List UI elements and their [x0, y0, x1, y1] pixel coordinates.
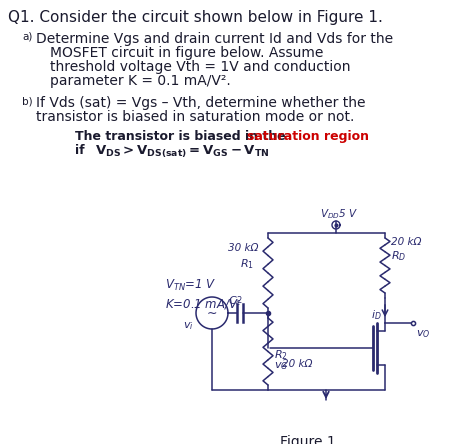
Text: $R_1$: $R_1$	[240, 257, 254, 271]
Text: Figure 1: Figure 1	[280, 435, 336, 444]
Text: 20 kΩ: 20 kΩ	[391, 237, 421, 247]
Text: threshold voltage Vth = 1V and conduction: threshold voltage Vth = 1V and conductio…	[50, 60, 350, 74]
Text: K=0.1 mA/V$^2$: K=0.1 mA/V$^2$	[165, 295, 243, 313]
Text: $i_D$: $i_D$	[371, 308, 382, 322]
Text: a): a)	[22, 32, 32, 42]
Text: transistor is biased in saturation mode or not.: transistor is biased in saturation mode …	[36, 110, 355, 124]
Text: ∼: ∼	[207, 306, 217, 320]
Text: if: if	[75, 144, 93, 157]
Text: 30 kΩ: 30 kΩ	[228, 243, 258, 253]
Text: $C_c$: $C_c$	[228, 294, 242, 308]
Text: $v_i$: $v_i$	[183, 320, 194, 332]
Text: saturation region: saturation region	[247, 130, 369, 143]
Text: Q1. Consider the circuit shown below in Figure 1.: Q1. Consider the circuit shown below in …	[8, 10, 383, 25]
Text: If Vds (sat) = Vgs – Vth, determine whether the: If Vds (sat) = Vgs – Vth, determine whet…	[36, 96, 365, 110]
Text: Determine Vgs and drain current Id and Vds for the: Determine Vgs and drain current Id and V…	[36, 32, 393, 46]
Text: $R_D$: $R_D$	[391, 249, 406, 263]
Text: $v_G$: $v_G$	[274, 360, 288, 372]
Text: parameter K = 0.1 mA/V².: parameter K = 0.1 mA/V².	[50, 74, 231, 88]
Text: $V_{DD}$5 V: $V_{DD}$5 V	[320, 207, 358, 221]
Text: $V_{TN}$=1 V: $V_{TN}$=1 V	[165, 278, 216, 293]
Text: MOSFET circuit in figure below. Assume: MOSFET circuit in figure below. Assume	[50, 46, 323, 60]
Text: The transistor is biased in the: The transistor is biased in the	[75, 130, 290, 143]
Text: 20 kΩ: 20 kΩ	[282, 359, 312, 369]
Text: $\bf{V_{DS} > V_{DS(sat)} = V_{GS} - V_{TN}}$: $\bf{V_{DS} > V_{DS(sat)} = V_{GS} - V_{…	[95, 144, 269, 160]
Text: $R_2$: $R_2$	[274, 348, 288, 362]
Text: $v_O$: $v_O$	[416, 328, 430, 340]
Text: b): b)	[22, 96, 33, 106]
